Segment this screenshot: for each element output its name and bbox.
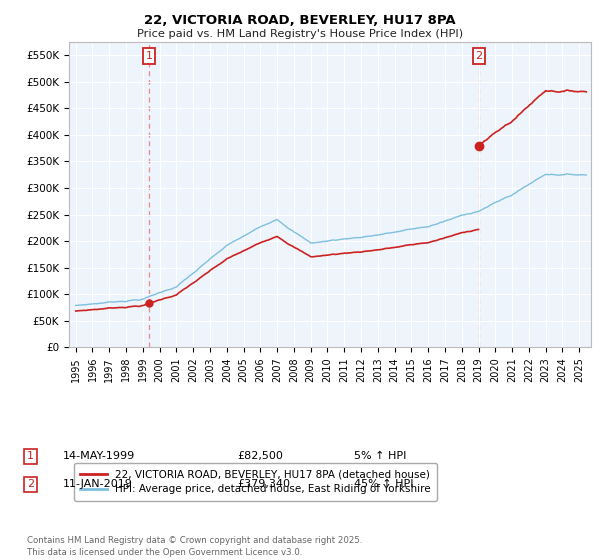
Text: Contains HM Land Registry data © Crown copyright and database right 2025.
This d: Contains HM Land Registry data © Crown c… xyxy=(27,536,362,557)
Text: 14-MAY-1999: 14-MAY-1999 xyxy=(63,451,135,461)
Text: 11-JAN-2019: 11-JAN-2019 xyxy=(63,479,133,489)
Legend: 22, VICTORIA ROAD, BEVERLEY, HU17 8PA (detached house), HPI: Average price, deta: 22, VICTORIA ROAD, BEVERLEY, HU17 8PA (d… xyxy=(74,463,437,501)
Text: 45% ↑ HPI: 45% ↑ HPI xyxy=(354,479,413,489)
Text: 2: 2 xyxy=(475,51,482,60)
Text: 22, VICTORIA ROAD, BEVERLEY, HU17 8PA: 22, VICTORIA ROAD, BEVERLEY, HU17 8PA xyxy=(144,14,456,27)
Text: 1: 1 xyxy=(27,451,34,461)
Text: 2: 2 xyxy=(27,479,34,489)
Text: Price paid vs. HM Land Registry's House Price Index (HPI): Price paid vs. HM Land Registry's House … xyxy=(137,29,463,39)
Text: £379,340: £379,340 xyxy=(237,479,290,489)
Text: £82,500: £82,500 xyxy=(237,451,283,461)
Text: 1: 1 xyxy=(146,51,152,60)
Text: 5% ↑ HPI: 5% ↑ HPI xyxy=(354,451,406,461)
